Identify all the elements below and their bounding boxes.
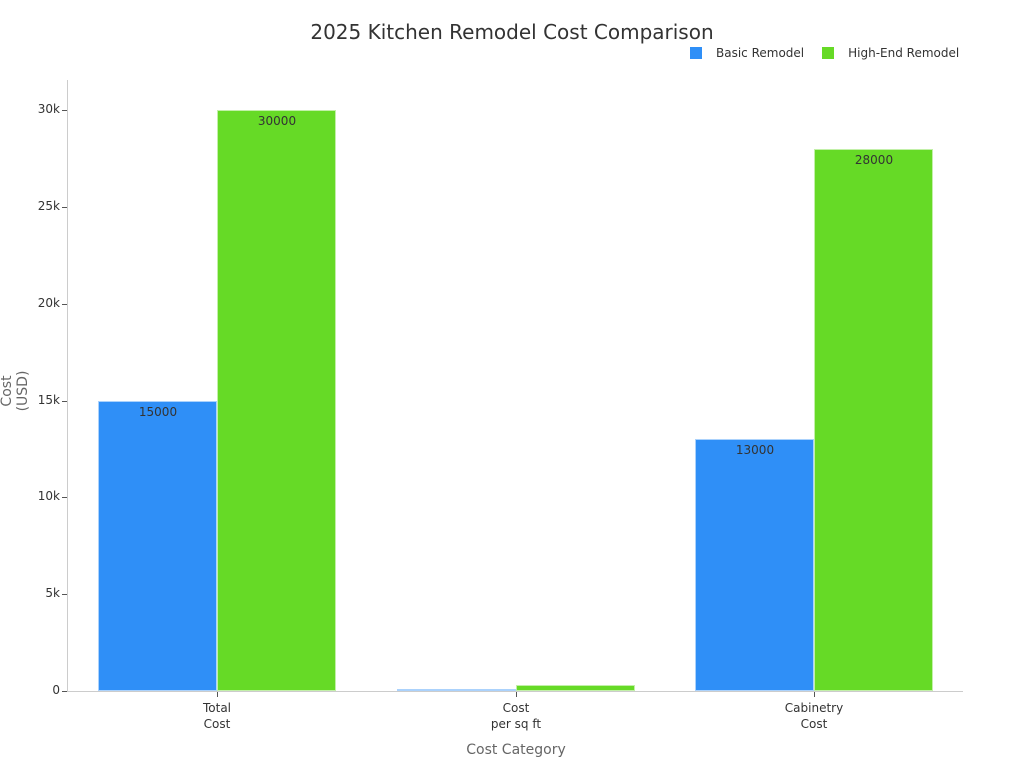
- x-axis-line: [67, 691, 963, 692]
- legend-item-highend[interactable]: High-End Remodel: [822, 46, 959, 60]
- y-tick-mark: [62, 497, 67, 499]
- bar-highend-2[interactable]: [814, 148, 933, 691]
- bar-basic-2[interactable]: [695, 439, 814, 691]
- bar-highend-0[interactable]: [217, 110, 336, 691]
- legend-label-highend: High-End Remodel: [848, 46, 960, 60]
- x-axis-label: Cost Category: [466, 742, 566, 758]
- bar-basic-1[interactable]: [397, 689, 516, 692]
- y-tick-label: 0: [52, 683, 60, 697]
- x-tick-mark: [516, 692, 517, 697]
- bar-value-label: 15000: [138, 404, 178, 419]
- y-tick-label: 25k: [37, 198, 60, 213]
- y-tick-label: 10k: [37, 489, 60, 504]
- x-tick-label: Cabinetry Cost: [784, 701, 844, 731]
- y-tick-mark: [62, 110, 67, 111]
- y-tick-mark: [62, 206, 67, 208]
- legend-swatch-highend: [822, 47, 835, 59]
- y-axis-line: [67, 80, 68, 692]
- bar-value-label: 30000: [257, 114, 297, 128]
- y-tick-label: 5k: [45, 586, 60, 601]
- legend-swatch-basic: [690, 47, 702, 59]
- y-tick-mark: [62, 400, 67, 402]
- bar-value-label: 13000: [735, 443, 775, 458]
- y-tick-label: 20k: [37, 295, 60, 310]
- chart-title: 2025 Kitchen Remodel Cost Comparison: [310, 20, 714, 44]
- x-tick-label: Cost per sq ft: [490, 701, 542, 731]
- y-axis-label: Cost (USD): [0, 370, 31, 412]
- legend: Basic Remodel High-End Remodel: [690, 46, 977, 60]
- bar-highend-1[interactable]: [516, 685, 635, 691]
- y-tick-mark: [62, 691, 67, 692]
- legend-item-basic[interactable]: Basic Remodel: [690, 46, 804, 60]
- y-tick-label: 15k: [37, 392, 60, 407]
- x-tick-mark: [217, 692, 218, 697]
- bar-basic-0[interactable]: [98, 400, 217, 691]
- y-tick-mark: [62, 594, 67, 596]
- x-tick-mark: [814, 692, 815, 697]
- bar-value-label: 28000: [854, 152, 894, 167]
- legend-label-basic: Basic Remodel: [716, 46, 805, 60]
- y-tick-mark: [62, 303, 67, 305]
- y-tick-label: 30k: [37, 102, 60, 116]
- x-tick-label: Total Cost: [202, 701, 232, 731]
